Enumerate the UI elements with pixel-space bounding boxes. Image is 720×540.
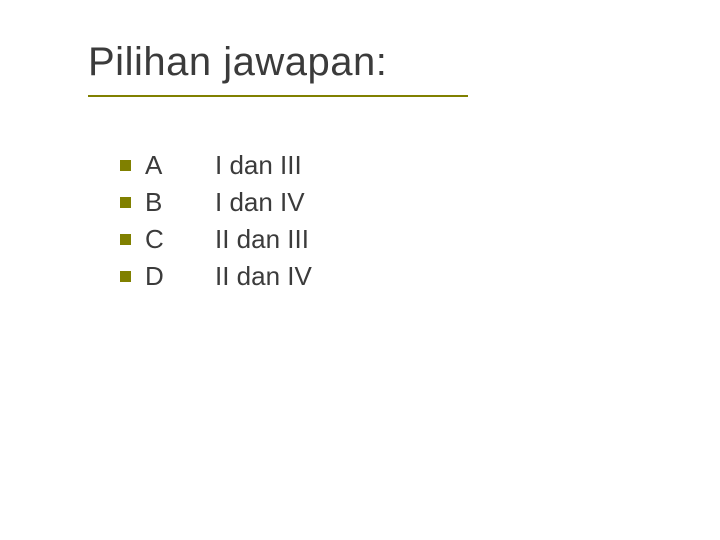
square-bullet-icon [120,197,131,208]
square-bullet-icon [120,234,131,245]
option-letter: A [145,150,215,181]
list-item: A I dan III [120,150,312,181]
square-bullet-icon [120,160,131,171]
option-letter: D [145,261,215,292]
list-item: C II dan III [120,224,312,255]
list-item: D II dan IV [120,261,312,292]
option-letter: B [145,187,215,218]
options-list: A I dan III B I dan IV C II dan III D II… [120,150,312,298]
slide: Pilihan jawapan: A I dan III B I dan IV … [0,0,720,540]
title-underline [88,95,468,97]
option-answer: II dan III [215,224,309,255]
square-bullet-icon [120,271,131,282]
slide-title: Pilihan jawapan: [88,40,468,93]
option-letter: C [145,224,215,255]
option-answer: II dan IV [215,261,312,292]
option-answer: I dan IV [215,187,305,218]
list-item: B I dan IV [120,187,312,218]
option-answer: I dan III [215,150,302,181]
title-block: Pilihan jawapan: [88,40,468,97]
